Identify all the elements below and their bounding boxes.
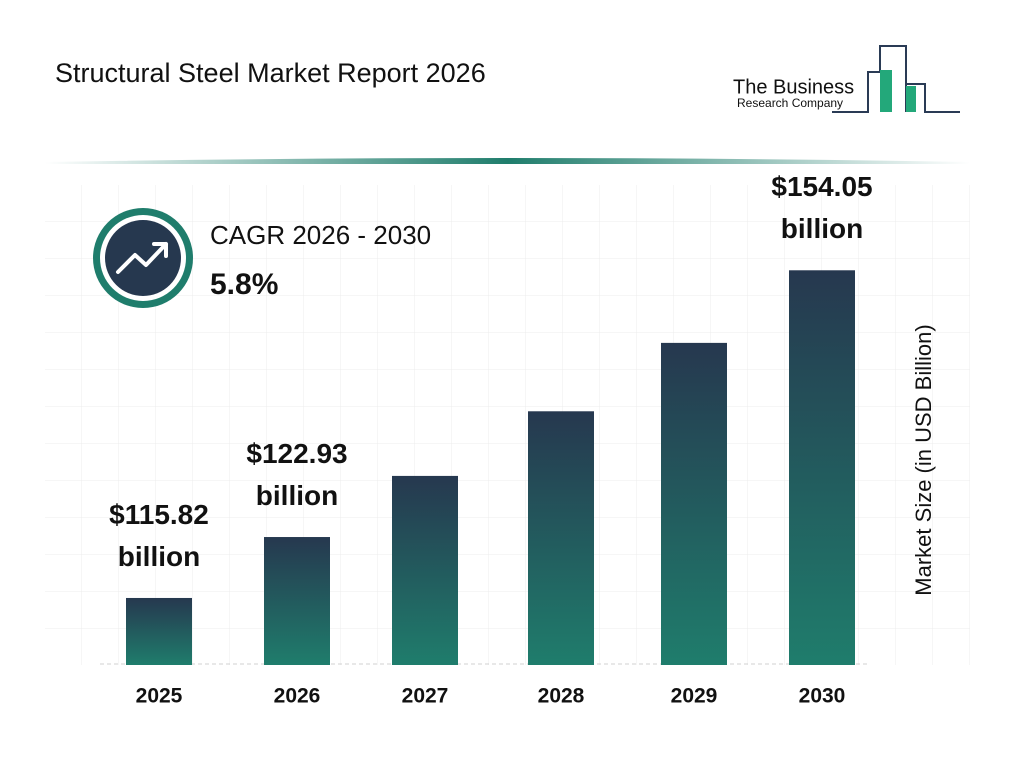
cagr-label: CAGR 2026 - 2030: [210, 220, 431, 250]
cagr-value: 5.8%: [210, 268, 278, 301]
value-label: $154.05 billion: [771, 171, 873, 245]
y-axis-label: Market Size (in USD Billion): [911, 324, 936, 595]
x-tick-label: 2025: [136, 685, 183, 708]
value-label: $122.93 billion: [246, 438, 348, 512]
value-label: $115.82 billion: [109, 498, 209, 572]
bar: [661, 342, 727, 665]
chart-title: Structural Steel Market Report 2026: [55, 58, 486, 88]
bar: [528, 411, 594, 665]
x-tick-label: 2030: [799, 685, 846, 708]
x-tick-label: 2027: [402, 685, 449, 708]
bar: [264, 537, 330, 665]
x-tick-label: 2026: [274, 685, 321, 708]
logo-text: The Business: [733, 76, 854, 98]
logo-subtext: Research Company: [737, 96, 843, 110]
logo: The Business Research Company: [733, 45, 960, 113]
x-tick-label: 2028: [538, 685, 585, 708]
bar: [126, 597, 192, 665]
bar: [789, 270, 855, 665]
x-tick-label: 2029: [671, 685, 718, 708]
separator: [44, 158, 971, 164]
bar: [392, 475, 458, 665]
cagr-icon: [93, 208, 193, 308]
